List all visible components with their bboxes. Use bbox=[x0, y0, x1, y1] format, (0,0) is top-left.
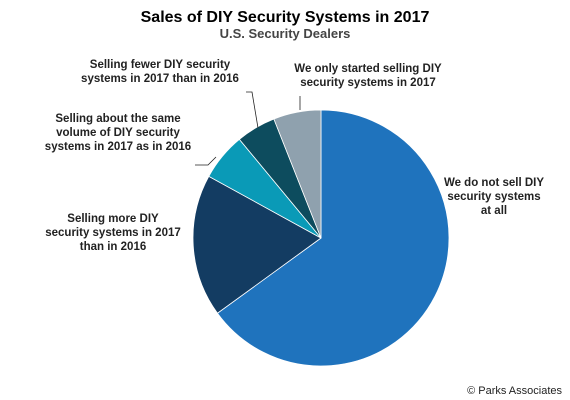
slice-label-line: systems in 2017 as in 2016 bbox=[45, 141, 191, 153]
chart-subtitle: U.S. Security Dealers bbox=[220, 26, 351, 41]
slice-label-line: security systems in 2017 bbox=[300, 77, 436, 89]
leader-line-2 bbox=[195, 156, 217, 166]
pie-slices bbox=[192, 109, 450, 367]
slice-label-4: We only started selling DIY security syst… bbox=[294, 63, 442, 89]
slice-label-line: security systems bbox=[447, 191, 540, 203]
slice-label-1: Selling more DIY security systems in 2017… bbox=[45, 213, 181, 253]
slice-labels: We do not sell DIY security systems at all… bbox=[45, 59, 545, 253]
chart-title: Sales of DIY Security Systems in 2017 bbox=[141, 9, 430, 26]
pie-slice-0 bbox=[216, 109, 450, 367]
slice-label-line: than in 2016 bbox=[80, 241, 146, 253]
leader-line-3 bbox=[246, 91, 259, 129]
pie-slice-1 bbox=[192, 175, 322, 314]
pie-slice-4 bbox=[273, 109, 322, 239]
slice-label-0: We do not sell DIY security systems at all bbox=[444, 177, 544, 217]
slice-label-line: We only started selling DIY bbox=[294, 63, 442, 75]
slice-label-line: Selling more DIY bbox=[67, 213, 159, 225]
slice-label-2: Selling about the same volume of DIY secu… bbox=[45, 113, 191, 153]
slice-label-line: Selling about the same bbox=[55, 113, 180, 125]
slice-label-line: security systems in 2017 bbox=[45, 227, 181, 239]
slice-label-line: at all bbox=[481, 205, 507, 217]
slice-label-line: systems in 2017 than in 2016 bbox=[81, 73, 239, 85]
slice-label-line: We do not sell DIY bbox=[444, 177, 544, 189]
leader-lines bbox=[195, 91, 301, 166]
slice-label-line: volume of DIY security bbox=[56, 127, 180, 139]
source-credit: © Parks Associates bbox=[467, 385, 562, 397]
slice-label-3: Selling fewer DIY security systems in 201… bbox=[81, 59, 239, 85]
slice-label-line: Selling fewer DIY security bbox=[90, 59, 231, 71]
